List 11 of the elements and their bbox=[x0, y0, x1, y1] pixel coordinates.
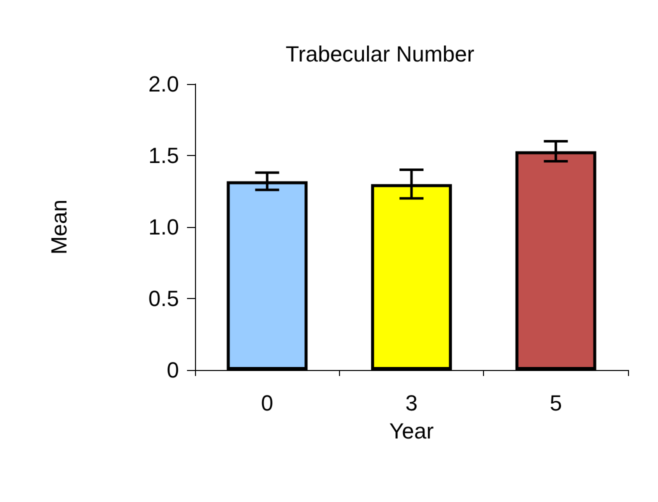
chart-title: Trabecular Number bbox=[286, 42, 474, 66]
y-tick-label: 2.0 bbox=[148, 72, 179, 96]
y-tick-label: 0 bbox=[166, 358, 179, 382]
x-axis-title: Year bbox=[389, 418, 434, 444]
x-tick-label: 5 bbox=[550, 390, 562, 416]
y-axis-title: Mean bbox=[46, 199, 72, 255]
x-tick-label: 0 bbox=[261, 390, 274, 416]
y-tick-label: 0.5 bbox=[148, 286, 179, 311]
x-tick-label: 3 bbox=[405, 390, 418, 416]
y-tick-label: 1.0 bbox=[148, 214, 179, 240]
y-tick-label: 1.5 bbox=[148, 143, 179, 168]
